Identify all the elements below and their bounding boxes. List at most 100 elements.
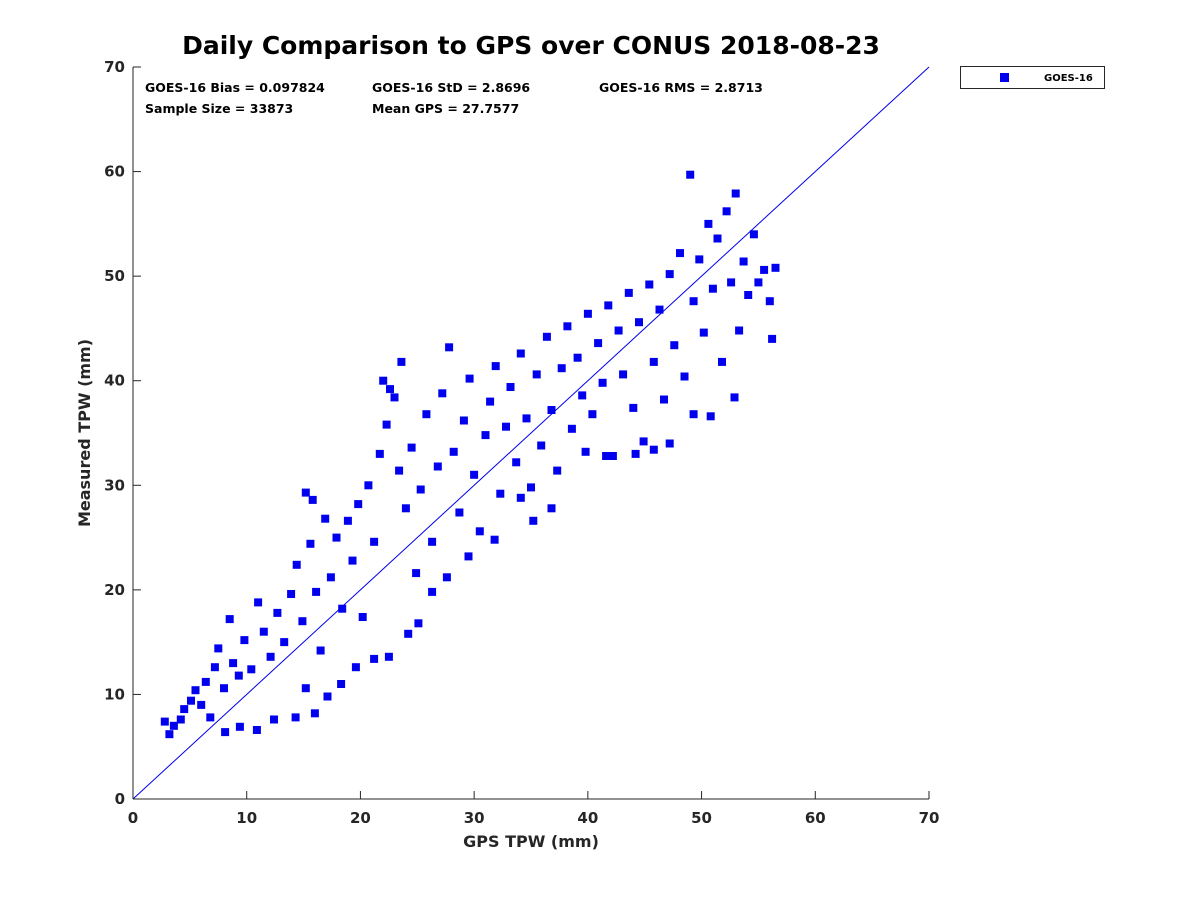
data-point bbox=[306, 539, 315, 548]
data-point bbox=[547, 406, 556, 414]
data-point bbox=[765, 297, 774, 306]
y-tick-label: 50 bbox=[104, 267, 125, 285]
data-point bbox=[321, 514, 330, 523]
data-point bbox=[160, 717, 169, 726]
data-point bbox=[573, 353, 582, 362]
data-point bbox=[502, 422, 510, 431]
data-point bbox=[428, 587, 437, 596]
stat-mean-gps: Mean GPS = 27.7577 bbox=[372, 101, 519, 116]
data-point bbox=[280, 638, 289, 647]
data-point bbox=[532, 370, 541, 379]
data-point bbox=[364, 481, 373, 490]
data-point bbox=[266, 652, 275, 661]
data-point bbox=[475, 527, 484, 536]
data-point bbox=[527, 483, 535, 492]
data-point bbox=[308, 495, 317, 504]
data-point bbox=[731, 189, 740, 198]
data-point bbox=[704, 219, 713, 228]
data-point bbox=[631, 449, 640, 458]
data-point bbox=[407, 443, 416, 452]
data-point bbox=[343, 516, 352, 525]
x-tick-label: 40 bbox=[577, 809, 598, 827]
data-point bbox=[414, 619, 423, 628]
data-point bbox=[220, 684, 228, 693]
data-point bbox=[665, 439, 674, 448]
legend-marker bbox=[1000, 73, 1009, 82]
data-point bbox=[739, 257, 748, 266]
data-point bbox=[386, 385, 394, 394]
data-point bbox=[337, 680, 346, 688]
data-point bbox=[676, 249, 684, 258]
data-point bbox=[619, 370, 628, 379]
data-point bbox=[433, 462, 442, 471]
data-point bbox=[397, 357, 406, 366]
y-tick-label: 70 bbox=[104, 58, 125, 76]
data-point bbox=[635, 318, 643, 327]
data-point bbox=[744, 291, 753, 299]
data-point bbox=[273, 608, 282, 617]
stat-bias: GOES-16 Bias = 0.097824 bbox=[145, 80, 325, 95]
data-point bbox=[547, 504, 556, 513]
points-layer bbox=[160, 170, 780, 739]
data-point bbox=[382, 420, 391, 429]
data-point bbox=[649, 357, 658, 366]
one-to-one-line bbox=[132, 66, 930, 800]
x-tick-label: 20 bbox=[350, 809, 371, 827]
legend-label: GOES-16 bbox=[1044, 73, 1093, 84]
data-point bbox=[169, 721, 178, 730]
data-point bbox=[529, 516, 538, 525]
data-point bbox=[412, 569, 421, 578]
legend-box bbox=[960, 66, 1105, 89]
data-point bbox=[768, 334, 777, 343]
data-point bbox=[660, 395, 668, 404]
y-tick-label: 10 bbox=[104, 685, 125, 703]
data-point bbox=[210, 663, 219, 672]
data-point bbox=[689, 410, 698, 419]
data-point bbox=[708, 284, 717, 293]
data-point bbox=[608, 452, 617, 460]
data-point bbox=[598, 378, 607, 387]
data-point bbox=[459, 416, 468, 425]
data-point bbox=[557, 364, 566, 373]
x-tick-label: 60 bbox=[805, 809, 826, 827]
data-point bbox=[206, 713, 215, 722]
data-point bbox=[176, 715, 185, 724]
data-point bbox=[298, 617, 307, 626]
data-point bbox=[465, 374, 474, 383]
data-point bbox=[247, 665, 256, 674]
data-point bbox=[516, 493, 525, 502]
data-point bbox=[229, 659, 238, 668]
data-point bbox=[706, 412, 715, 421]
y-tick-label: 60 bbox=[104, 163, 125, 181]
data-point bbox=[537, 441, 546, 450]
stats-annotations: GOES-16 Bias = 0.097824 GOES-16 StD = 2.… bbox=[145, 80, 763, 116]
data-point bbox=[312, 587, 321, 596]
data-point bbox=[445, 343, 454, 352]
data-point bbox=[735, 326, 744, 335]
data-point bbox=[384, 652, 393, 661]
data-point bbox=[713, 234, 722, 243]
data-point bbox=[221, 728, 230, 737]
data-point bbox=[727, 278, 736, 287]
x-tick-label: 70 bbox=[919, 809, 940, 827]
chart-title: Daily Comparison to GPS over CONUS 2018-… bbox=[182, 31, 880, 60]
axes bbox=[132, 67, 929, 800]
data-point bbox=[197, 700, 206, 709]
data-point bbox=[326, 573, 335, 582]
data-point bbox=[375, 449, 384, 458]
data-point bbox=[680, 372, 689, 381]
data-point bbox=[301, 488, 310, 497]
data-point bbox=[486, 397, 495, 406]
stat-std: GOES-16 StD = 2.8696 bbox=[372, 80, 530, 95]
data-point bbox=[581, 447, 590, 456]
data-point bbox=[760, 265, 769, 274]
data-point bbox=[310, 709, 319, 718]
stat-sample-size: Sample Size = 33873 bbox=[145, 101, 293, 116]
x-axis-label: GPS TPW (mm) bbox=[463, 832, 599, 851]
legend: GOES-16 bbox=[960, 66, 1105, 89]
data-point bbox=[665, 270, 674, 279]
data-point bbox=[201, 677, 210, 686]
data-point bbox=[323, 692, 332, 701]
data-point bbox=[583, 309, 592, 318]
data-point bbox=[496, 489, 505, 498]
